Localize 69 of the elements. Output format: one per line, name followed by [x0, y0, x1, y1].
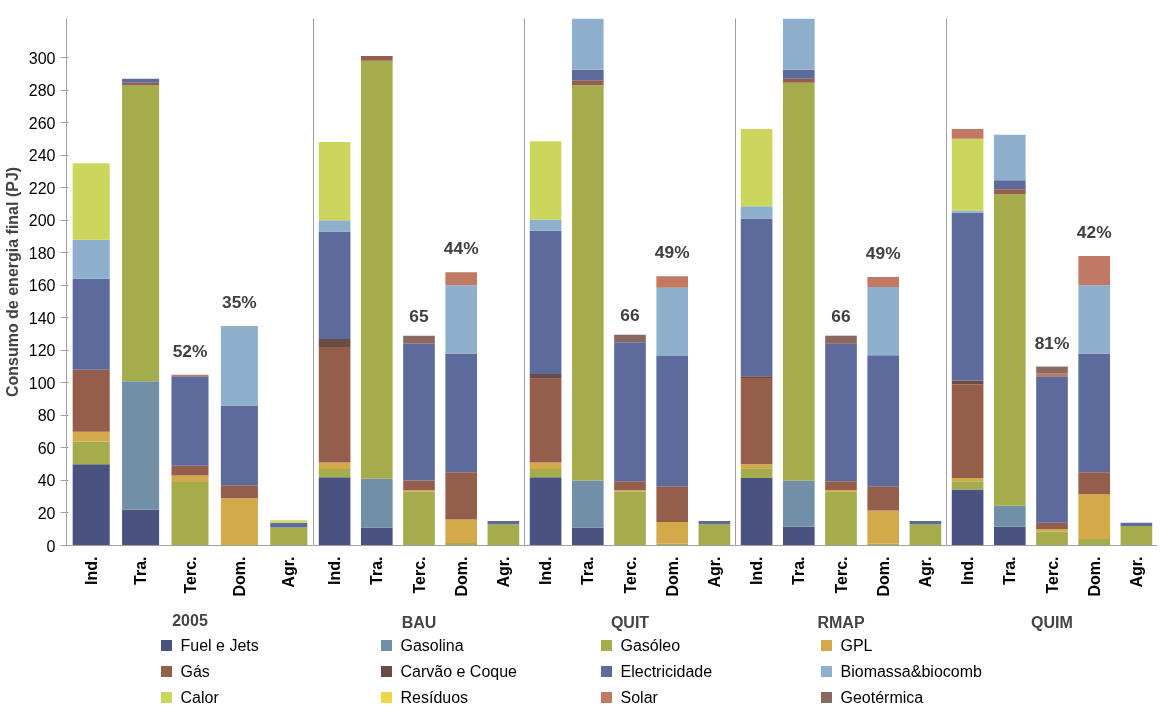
x-tick-label: Agr.: [705, 556, 723, 588]
legend-label: GPL: [840, 637, 873, 654]
legend-label: Gasolina: [400, 637, 464, 654]
x-tick-label: Tra.: [368, 556, 386, 585]
legend-label: Electricidade: [620, 663, 713, 680]
x-tick-label: Terc.: [181, 556, 199, 594]
x-axis-title: QUIM: [1031, 613, 1073, 631]
x-tick-label: Dom.: [874, 556, 892, 597]
y-tick-label: 200: [28, 212, 56, 230]
x-tick-label: Agr.: [916, 556, 934, 588]
annotation: 66: [831, 305, 851, 326]
x-tick-label: Terc.: [1043, 556, 1061, 594]
y-axis-title: Consumo de energia final (PJ): [3, 166, 21, 398]
legend-label: Gás: [180, 663, 210, 680]
y-tick-label: 20: [37, 504, 56, 522]
x-tick-label: Ind.: [959, 556, 977, 585]
annotation: 66: [620, 304, 640, 325]
x-tick-label: Terc.: [410, 556, 428, 594]
x-tick-label: Agr.: [1127, 556, 1145, 588]
annotation: 52%: [172, 340, 208, 361]
x-tick-label: Ind.: [537, 556, 555, 585]
y-tick-label: 140: [28, 309, 56, 327]
y-tick-label: 280: [28, 82, 56, 100]
legend-label: Solar: [620, 689, 659, 706]
x-tick-label: Tra.: [1001, 556, 1019, 585]
y-tick-label: 180: [28, 244, 56, 262]
x-tick-label: Dom.: [230, 556, 248, 597]
y-tick-label: 260: [28, 114, 56, 132]
y-tick-label: 120: [28, 342, 56, 360]
legend-label: Resíduos: [400, 689, 469, 706]
legend-label: Carvão e Coque: [400, 663, 518, 680]
x-tick-label: Tra.: [790, 556, 808, 585]
x-tick-label: Ind.: [748, 556, 766, 585]
y-tick-label: 40: [37, 472, 56, 490]
legend-label: Biomassa&biocomb: [840, 663, 982, 680]
x-tick-label: Agr.: [280, 556, 298, 588]
legend-label: Fuel e Jets: [180, 637, 259, 654]
annotation: 42%: [1076, 221, 1112, 242]
annotation: 81%: [1034, 332, 1070, 353]
x-tick-label: Dom.: [663, 556, 681, 597]
annotation: 35%: [222, 291, 257, 312]
legend-label: Gasóleo: [620, 637, 681, 654]
annotation: 65: [409, 305, 429, 326]
legend-label: Calor: [180, 689, 220, 706]
y-tick-label: 60: [37, 439, 56, 457]
x-tick-label: Tra.: [579, 556, 597, 585]
y-tick-label: 300: [28, 49, 56, 67]
y-tick-label: 240: [28, 147, 56, 165]
x-axis-title: QUIT: [610, 613, 650, 631]
x-tick-label: Dom.: [1085, 556, 1103, 597]
annotation: 49%: [865, 243, 901, 264]
y-tick-label: 0: [46, 537, 56, 555]
x-tick-label: Dom.: [452, 556, 470, 597]
x-tick-label: Tra.: [132, 556, 150, 585]
x-tick-label: Terc.: [621, 556, 639, 594]
x-tick-label: Ind.: [326, 556, 344, 585]
x-tick-label: Ind.: [82, 556, 100, 585]
x-axis-title: BAU: [401, 613, 437, 631]
y-tick-label: 100: [28, 374, 56, 392]
x-axis-title: RMAP: [817, 613, 865, 631]
y-tick-label: 220: [28, 179, 56, 197]
x-axis-title: 2005: [172, 611, 208, 629]
x-tick-label: Terc.: [832, 556, 850, 594]
annotation: 44%: [443, 238, 479, 259]
annotation: 49%: [654, 242, 690, 263]
legend-label: Geotérmica: [840, 689, 924, 706]
y-tick-label: 160: [28, 277, 56, 295]
x-tick-label: Agr.: [494, 556, 512, 588]
y-tick-label: 80: [37, 407, 56, 425]
